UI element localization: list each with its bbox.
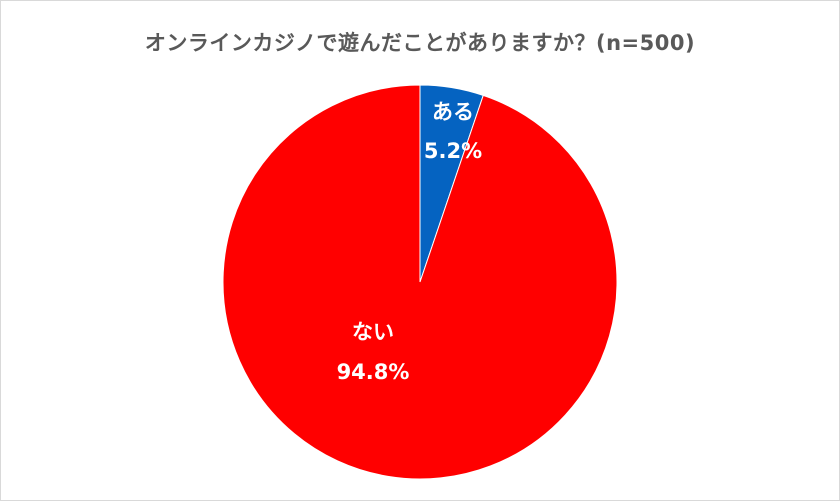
slice-value-label: 94.8% xyxy=(337,360,410,384)
pie-slices xyxy=(222,84,618,480)
slice-category-label: ない xyxy=(352,320,394,344)
slice-category-label: ある xyxy=(432,100,474,124)
slice-value-label: 5.2% xyxy=(424,139,482,163)
pie-slice-nai xyxy=(222,84,618,480)
chart-title: オンラインカジノで遊んだことがありますか？(n=500) xyxy=(144,31,696,55)
pie-labels: ある 5.2% ない 94.8% xyxy=(337,100,483,384)
